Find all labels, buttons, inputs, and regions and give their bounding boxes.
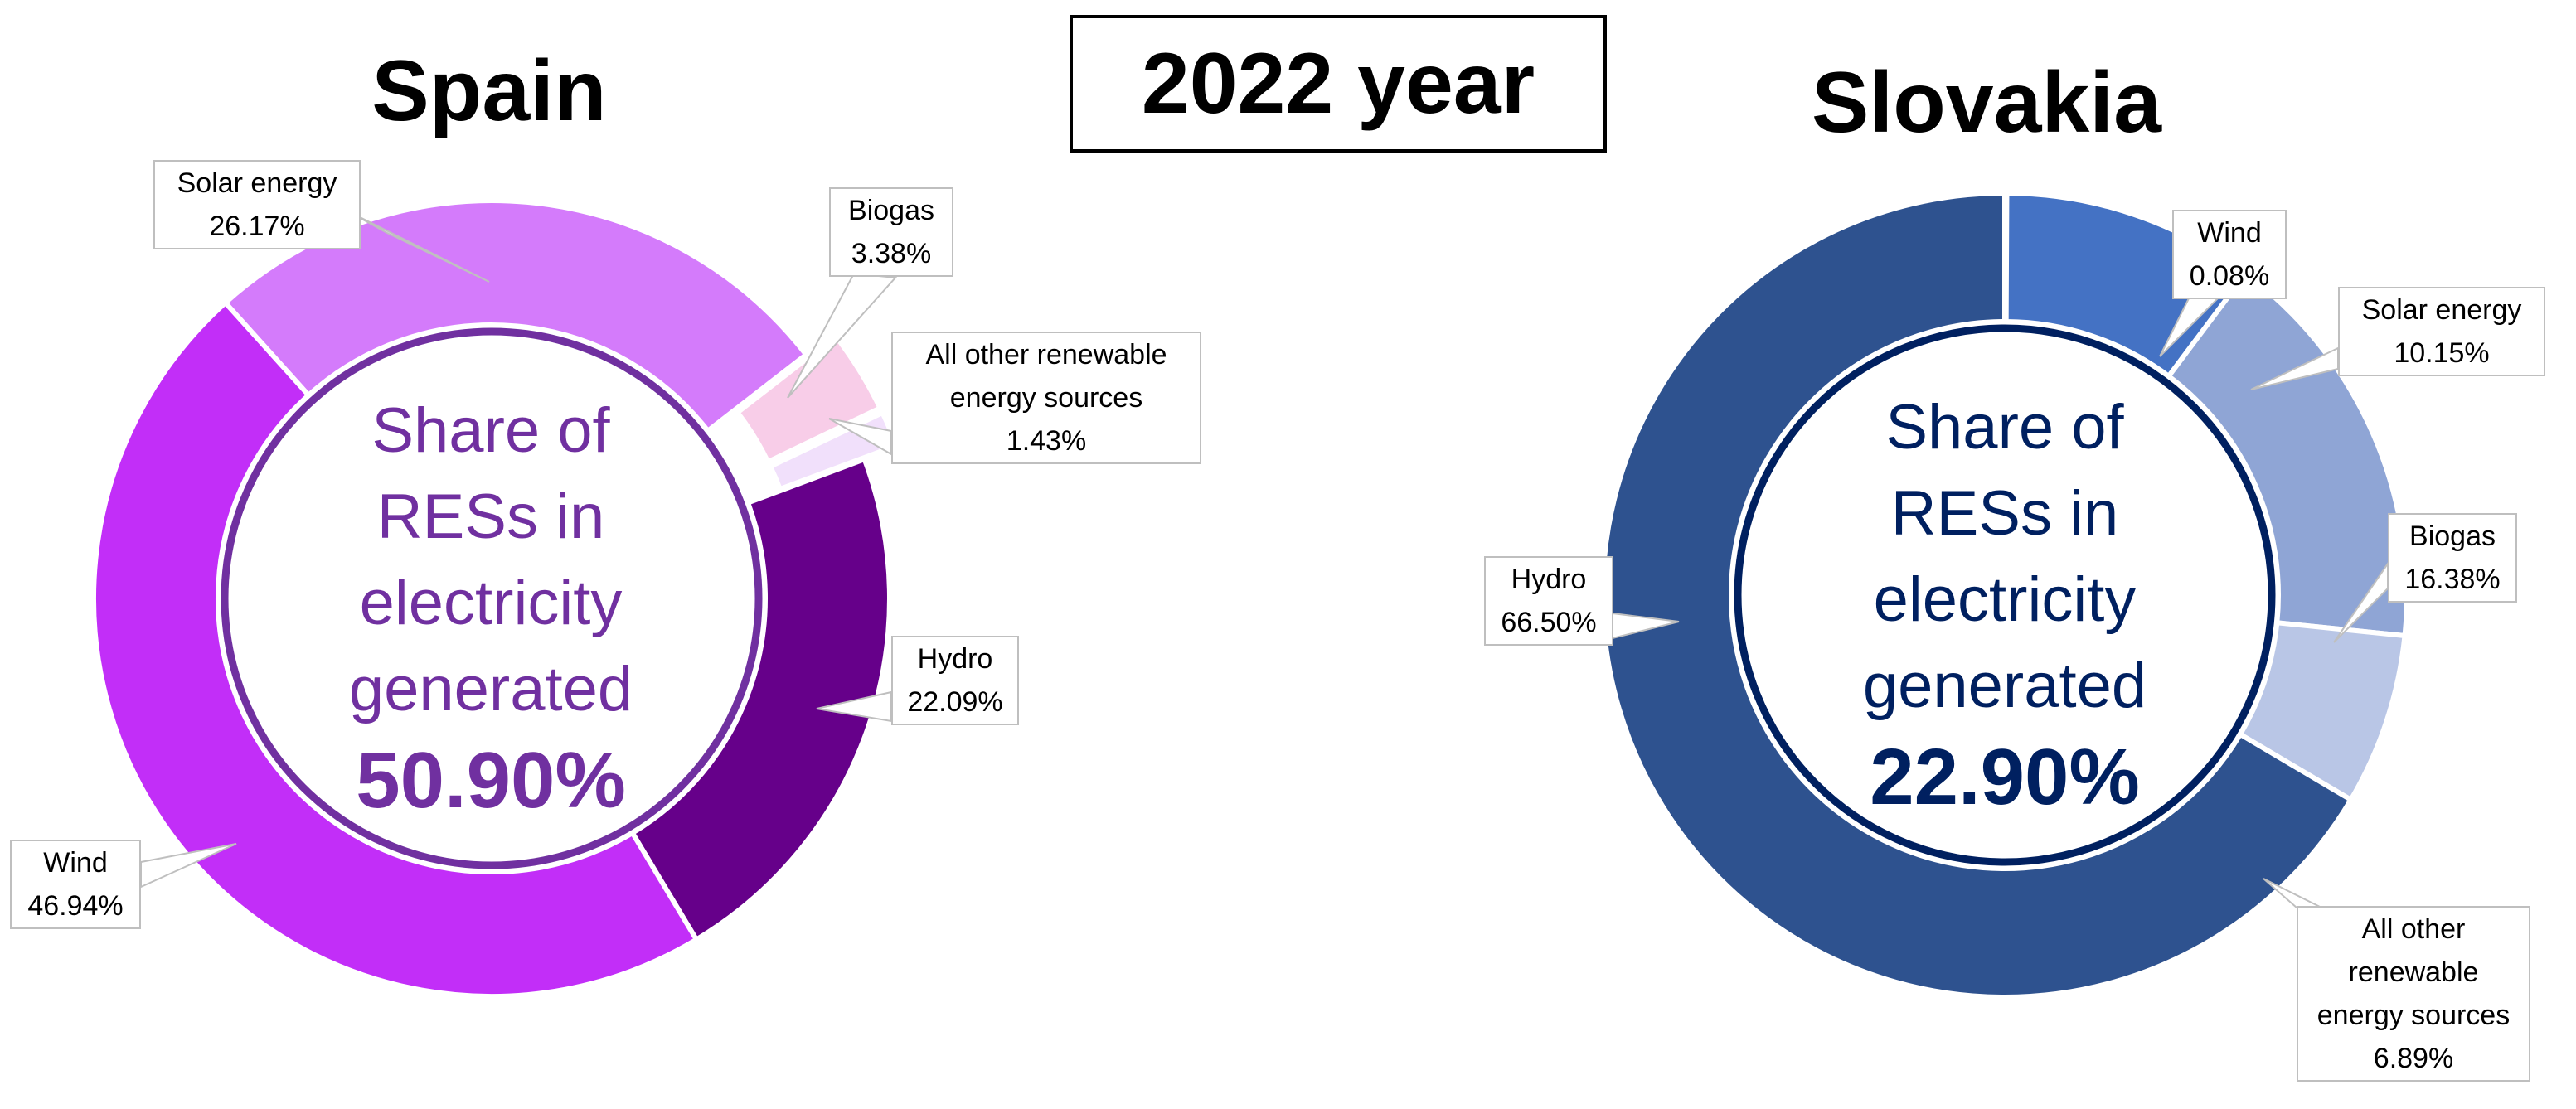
callout-name: energy sources bbox=[2316, 1000, 2511, 1031]
center-line: RESs in bbox=[376, 482, 605, 552]
center-line: generated bbox=[1862, 651, 2147, 721]
center-line: Share of bbox=[1885, 392, 2124, 462]
solar-energy-callout: Solar energy 26.17% bbox=[153, 160, 361, 249]
callout-value: 0.08% bbox=[2189, 260, 2270, 292]
callout-value: 16.38% bbox=[2404, 564, 2501, 595]
wind-callout-pointer bbox=[140, 843, 237, 889]
callout-name: Biogas bbox=[2409, 521, 2496, 552]
spain-donut bbox=[91, 198, 900, 999]
sk-hydro-callout: Hydro 66.50% bbox=[1484, 556, 1613, 646]
sk-biogas-callout: Biogas 16.38% bbox=[2388, 513, 2517, 603]
callout-name: Hydro bbox=[917, 643, 993, 675]
callout-name: Wind bbox=[43, 847, 108, 879]
slice-solar-energy bbox=[221, 198, 810, 434]
spain-center-label: Share of RESs in electricity generated 5… bbox=[308, 388, 673, 824]
slice-wind bbox=[91, 299, 701, 999]
wind-callout: Wind 46.94% bbox=[10, 840, 141, 929]
callout-value: 66.50% bbox=[1501, 607, 1597, 638]
solar-callout-pointer bbox=[347, 211, 490, 283]
sk-wind-callout: Wind 0.08% bbox=[2172, 210, 2287, 299]
callout-name: Wind bbox=[2197, 217, 2262, 249]
callout-name: renewable bbox=[2348, 956, 2479, 988]
center-line: generated bbox=[348, 654, 633, 724]
callout-value: 3.38% bbox=[851, 238, 932, 269]
slice-hydro bbox=[1600, 190, 2355, 1000]
center-line: electricity bbox=[359, 568, 623, 638]
slice-biogas bbox=[734, 332, 884, 466]
callout-name: energy sources bbox=[949, 382, 1143, 414]
callout-value: 46.94% bbox=[27, 890, 124, 922]
callout-value: 22.09% bbox=[907, 686, 1003, 718]
spain-title: Spain bbox=[371, 43, 607, 139]
center-line: Share of bbox=[371, 395, 610, 466]
sk-other-renewables-callout: All other renewable energy sources 6.89% bbox=[2297, 906, 2530, 1082]
slovakia-title: Slovakia bbox=[1811, 55, 2162, 151]
callout-value: 10.15% bbox=[2394, 337, 2490, 369]
slovakia-center-label: Share of RESs in electricity generated 2… bbox=[1822, 385, 2187, 821]
center-line: RESs in bbox=[1890, 478, 2119, 549]
callout-name: Biogas bbox=[848, 195, 934, 226]
center-ring bbox=[221, 327, 763, 869]
callout-name: Hydro bbox=[1511, 564, 1587, 595]
callout-name: All other renewable bbox=[925, 339, 1167, 370]
center-line: electricity bbox=[1873, 564, 2137, 635]
callout-value: 26.17% bbox=[209, 211, 305, 242]
year-label: 2022 year bbox=[1070, 15, 1607, 153]
callout-value: 1.43% bbox=[1006, 425, 1087, 457]
spain-share-value: 50.90% bbox=[356, 736, 626, 825]
slice-hydro bbox=[628, 456, 892, 943]
callout-value: 6.89% bbox=[2373, 1043, 2454, 1074]
callout-name: Solar energy bbox=[2361, 294, 2522, 326]
callout-leaders bbox=[140, 211, 2389, 908]
callout-name: All other bbox=[2361, 913, 2466, 945]
hydro-callout: Hydro 22.09% bbox=[891, 636, 1019, 725]
slovakia-share-value: 22.90% bbox=[1870, 733, 2140, 821]
center-ring bbox=[1734, 324, 2276, 866]
other-renewables-callout: All other renewable energy sources 1.43% bbox=[891, 332, 1201, 464]
biogas-callout: Biogas 3.38% bbox=[829, 187, 953, 277]
callout-name: Solar energy bbox=[177, 167, 337, 199]
sk-solar-callout: Solar energy 10.15% bbox=[2338, 287, 2545, 376]
